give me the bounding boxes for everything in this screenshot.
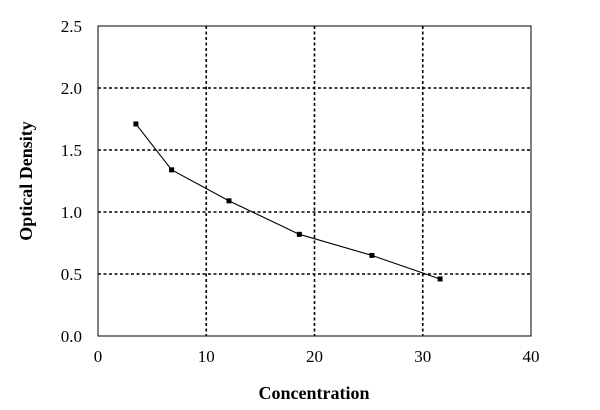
y-tick-label: 0.5 [61,265,82,284]
plot-area-frame [97,25,532,337]
data-point [169,167,175,173]
data-point [133,121,139,127]
x-axis-title: Concentration [259,383,370,403]
y-tick-label: 1.5 [61,141,82,160]
y-tick-label: 1.0 [61,203,82,222]
data-point [226,198,232,204]
x-tick-label: 40 [523,347,540,366]
y-tick-label: 2.0 [61,79,82,98]
x-tick-label: 10 [198,347,215,366]
series-line [135,123,441,280]
y-tick-label: 2.5 [61,17,82,36]
grid-lines [98,26,531,336]
data-point [369,252,375,258]
x-tick-label: 0 [94,347,103,366]
y-axis-ticks: 0.0 0.5 1.0 1.5 2.0 2.5 [61,17,82,346]
x-axis-ticks: 0 10 20 30 40 [94,347,540,366]
x-tick-label: 20 [306,347,323,366]
x-tick-label: 30 [414,347,431,366]
y-tick-label: 0.0 [61,327,82,346]
data-point [296,231,302,237]
y-axis-title: Optical Density [16,121,36,241]
series-layer [133,121,443,282]
data-point [437,276,443,282]
